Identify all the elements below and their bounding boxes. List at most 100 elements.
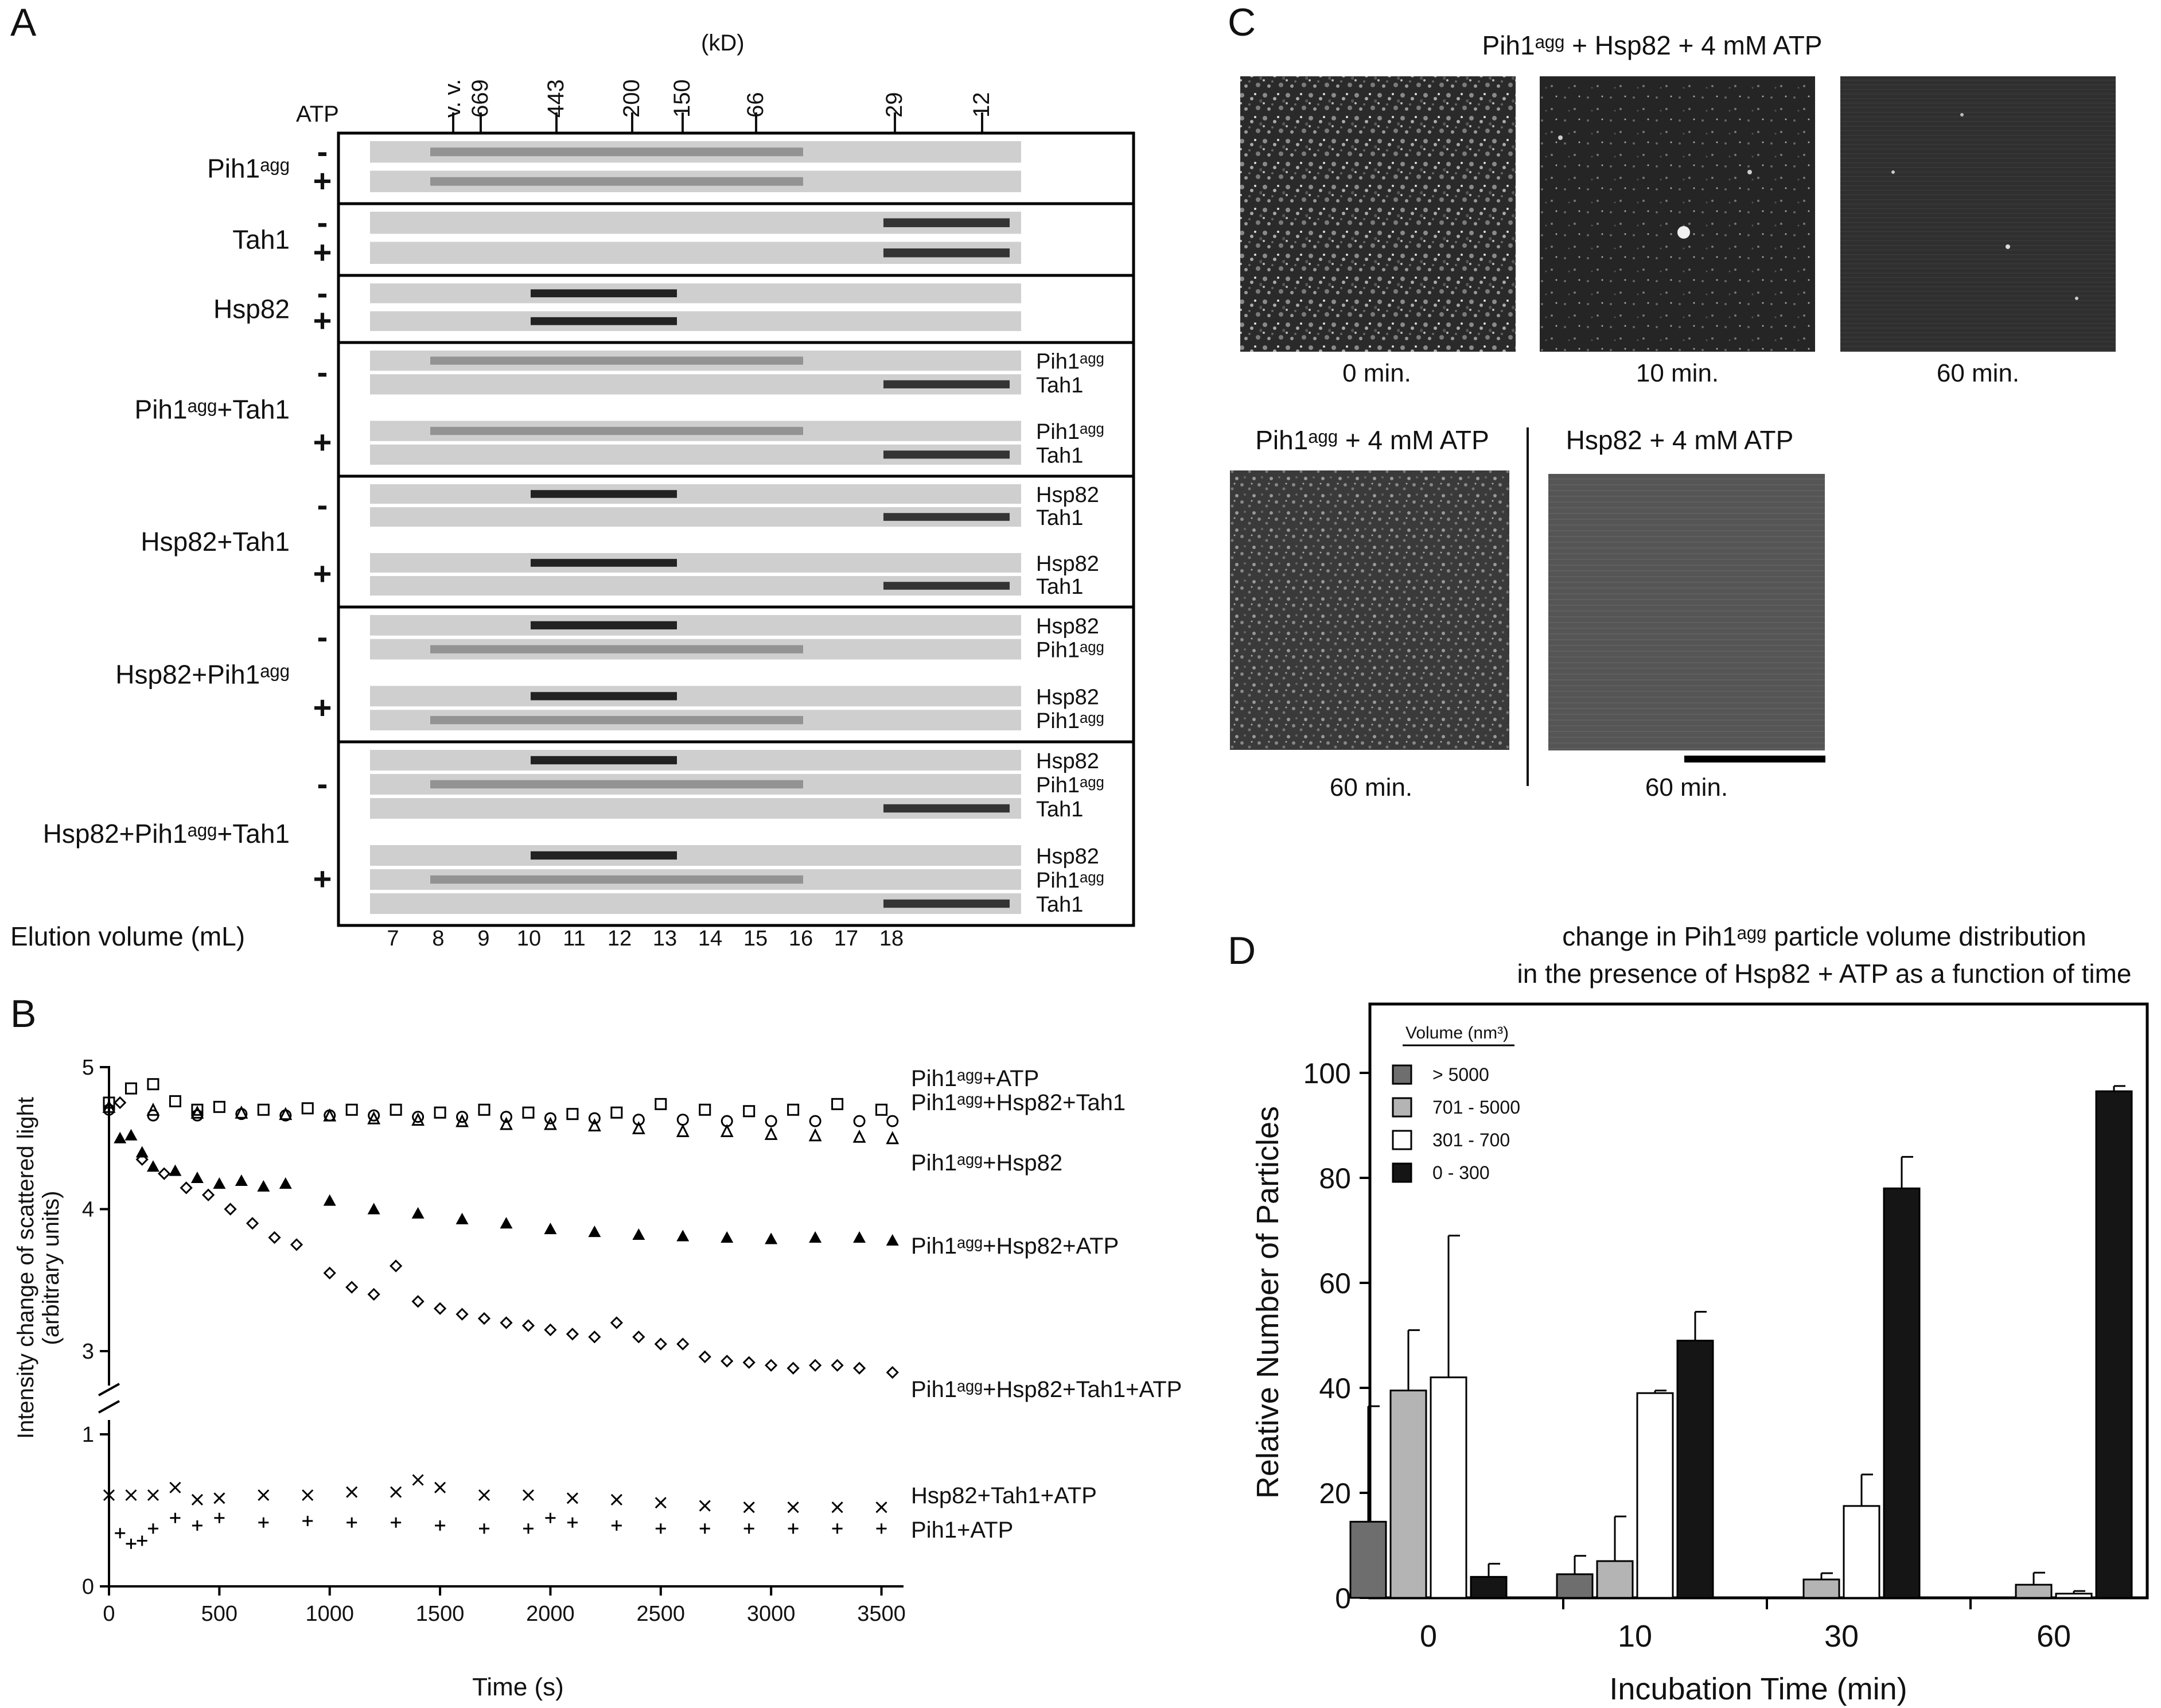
fraction-label: 12 (608, 927, 632, 951)
b-point-plus (435, 1520, 446, 1531)
b-point-diamond (721, 1355, 734, 1368)
b-point-triangle (852, 1129, 866, 1143)
b-point-square (831, 1098, 844, 1110)
b-point-diamond (588, 1330, 601, 1344)
gel-strip (370, 553, 1021, 573)
b-point-filled-triangle (213, 1177, 226, 1189)
b-point-square (257, 1103, 270, 1116)
b-series-open-diamond (114, 1096, 899, 1379)
b-x-tick-label: 1000 (305, 1602, 354, 1626)
b-point-circle (412, 1111, 425, 1123)
panel-label-c: C (1228, 1, 1256, 44)
b-point-filled-triangle (135, 1146, 149, 1158)
b-point-filled-triangle (114, 1131, 127, 1143)
b-point-plus (743, 1523, 754, 1534)
b-point-triangle (886, 1131, 900, 1145)
b-point-filled-triangle (853, 1231, 866, 1243)
b-point-filled-triangle (676, 1230, 690, 1242)
b-point-filled-triangle (257, 1180, 270, 1192)
afm-image-60min (1840, 76, 2116, 352)
b-point-triangle (411, 1112, 425, 1126)
panel-label-a: A (10, 1, 37, 44)
b-point-plus (699, 1523, 710, 1534)
b-point-square (875, 1103, 888, 1116)
b-point-circle (765, 1115, 777, 1127)
b-point-x (699, 1500, 711, 1512)
fraction-label: 13 (653, 927, 677, 951)
b-y-tick-label: 5 (82, 1056, 94, 1080)
b-point-circle (191, 1109, 204, 1122)
b-point-plus (655, 1523, 666, 1534)
b-point-x (346, 1486, 358, 1498)
b-x-tick-label: 2000 (526, 1602, 575, 1626)
b-y-tick-label: 3 (82, 1340, 94, 1364)
b-series-filled-triangle (114, 1129, 899, 1246)
gel-lane-label: Tah1 (1036, 506, 1083, 530)
b-point-plus (302, 1516, 313, 1527)
gel-band (430, 427, 803, 435)
b-point-x (412, 1474, 424, 1486)
panel-b-light-scattering-chart: Intensity change of scattered light (arb… (13, 1056, 1182, 1701)
b-point-plus (170, 1512, 181, 1523)
b-point-plus (545, 1512, 556, 1523)
b-point-diamond (566, 1328, 579, 1341)
b-series (102, 1078, 900, 1549)
b-point-diamond (323, 1266, 336, 1279)
d-bar (1470, 1575, 1508, 1599)
b-point-plus (346, 1517, 357, 1528)
afm-image-10min (1540, 76, 1815, 352)
b-point-square (566, 1108, 579, 1120)
b-axis-break (98, 1383, 120, 1396)
gel-band (883, 804, 1010, 813)
b-point-diamond (742, 1356, 756, 1369)
gel-band (883, 380, 1010, 388)
d-axes: 0 20 40 60 80 100 0 10 30 60 (1303, 1057, 2071, 1653)
b-point-diamond (268, 1231, 281, 1244)
b-series-open-circle (103, 1103, 899, 1127)
atp-sign: + (313, 234, 332, 270)
b-series-label: Pih1ᵃᵍᵍ+Hsp82+Tah1+ATP (911, 1377, 1182, 1402)
panel-label-d: D (1228, 929, 1256, 972)
b-point-x (125, 1489, 137, 1501)
gel-lane-label: Hsp82 (1036, 614, 1099, 639)
atp-sign: - (317, 765, 328, 802)
d-legend-swatch (1392, 1162, 1412, 1183)
b-point-plus (788, 1523, 799, 1534)
atp-sign: + (313, 424, 332, 460)
b-point-filled-triangle (544, 1223, 557, 1235)
gel-strip (370, 311, 1021, 331)
b-point-filled-triangle (323, 1194, 336, 1206)
gel-lane-label: Hsp82 (1036, 483, 1099, 507)
d-frame (1368, 1002, 2149, 1600)
fraction-label: 8 (432, 927, 444, 951)
d-x-axis-title: Incubation Time (min) (1609, 1672, 1907, 1706)
gel-band (531, 559, 677, 567)
gel-lane-label: Pih1ᵃᵍᵍ (1036, 639, 1104, 663)
y-axis-title: Intensity change of scattered light (arb… (13, 1097, 64, 1439)
gel-band (531, 756, 677, 765)
c-time-br: 60 min. (1645, 773, 1728, 802)
c-title-top: Pih1ᵃᵍᵍ + Hsp82 + 4 mM ATP (1482, 30, 1823, 60)
gel-band (430, 875, 803, 884)
atp-label: ATP (296, 102, 339, 127)
b-point-diamond (698, 1350, 711, 1364)
afm-image-pih1-60min (1230, 470, 1509, 750)
fraction-label: 18 (879, 927, 904, 951)
fraction-label: 16 (789, 927, 813, 951)
b-point-triangle (720, 1124, 734, 1137)
b-point-square (434, 1106, 446, 1119)
b-point-plus (258, 1517, 269, 1528)
c-title-bottom-left: Pih1ᵃᵍᵍ + 4 mM ATP (1255, 425, 1489, 455)
d-bar (1676, 1340, 1714, 1599)
b-point-x (522, 1489, 535, 1501)
b-point-plus (523, 1523, 534, 1534)
b-point-diamond (202, 1188, 215, 1201)
gel-group: Tah1 -+ (232, 202, 1135, 277)
y-axis-title-line2: (arbitrary units) (38, 1191, 64, 1345)
b-point-x (831, 1501, 843, 1514)
b-point-diamond (114, 1096, 127, 1109)
b-point-x (147, 1489, 159, 1501)
